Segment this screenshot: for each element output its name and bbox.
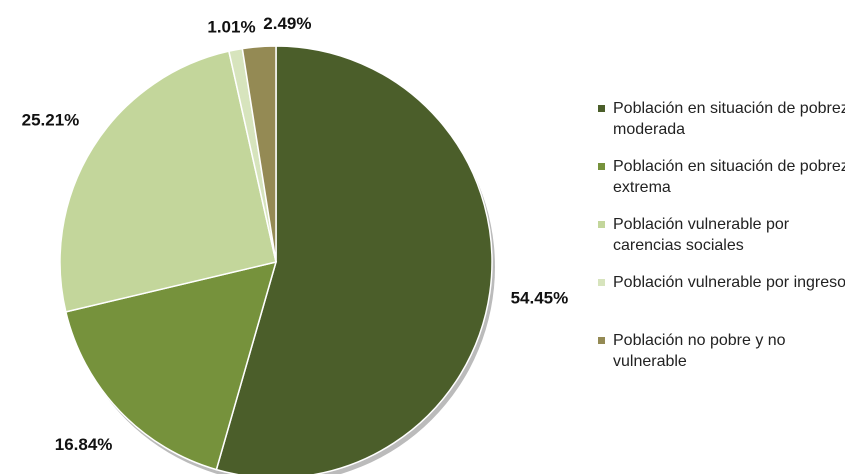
data-label: 54.45% [511,289,569,308]
legend-swatch [598,279,605,286]
data-label: 2.49% [263,14,311,33]
legend-label: Población vulnerable por ingresos [613,274,845,291]
data-label: 16.84% [55,435,113,454]
legend-swatch [598,221,605,228]
legend-item: Población en situación de pobreza modera… [598,98,845,140]
legend-label: Población vulnerable por carencias socia… [613,216,790,254]
pie-slice [215,45,493,474]
pie-slice [64,260,278,471]
legend-label: Población no pobre y no vulnerable [613,332,786,370]
legend-item: Población vulnerable por carencias socia… [598,214,845,256]
legend-item: Población en situación de pobreza extrem… [598,156,845,198]
data-label: 25.21% [22,110,80,129]
legend-swatch [598,163,605,170]
legend-label: Población en situación de pobreza modera… [613,100,845,138]
data-label: 1.01% [207,18,255,37]
legend-swatch [598,105,605,112]
legend-swatch [598,337,605,344]
pie-slice [59,50,277,313]
pie-slice [241,45,277,263]
legend-label: Población en situación de pobreza extrem… [613,158,845,196]
legend-item: Población no pobre y no vulnerable [598,330,845,372]
legend-item: Población vulnerable por ingresos [598,272,845,293]
